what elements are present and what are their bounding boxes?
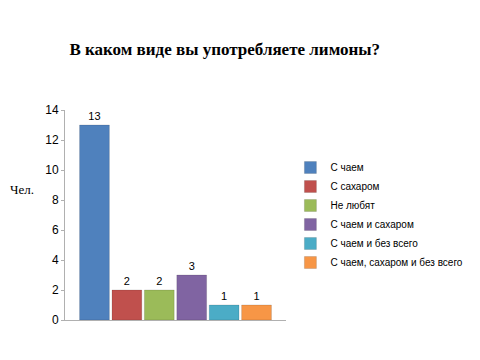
svg-text:С чаем: С чаем — [330, 162, 363, 173]
svg-text:С чаем, сахаром и без всего: С чаем, сахаром и без всего — [330, 257, 462, 268]
svg-text:С чаем и без всего: С чаем и без всего — [330, 238, 418, 249]
svg-text:Чел.: Чел. — [10, 182, 34, 197]
svg-text:Не любят: Не любят — [330, 200, 375, 211]
svg-text:1: 1 — [221, 290, 227, 302]
svg-text:В каком виде вы употребляете л: В каком виде вы употребляете лимоны? — [69, 40, 380, 59]
svg-text:14: 14 — [45, 103, 59, 117]
svg-text:С сахаром: С сахаром — [330, 181, 379, 192]
svg-text:2: 2 — [156, 275, 162, 287]
svg-text:2: 2 — [124, 275, 130, 287]
svg-text:4: 4 — [52, 253, 59, 267]
svg-text:1: 1 — [253, 290, 259, 302]
svg-text:0: 0 — [52, 313, 59, 327]
svg-text:8: 8 — [52, 193, 59, 207]
svg-text:13: 13 — [88, 110, 100, 122]
svg-text:10: 10 — [45, 163, 59, 177]
svg-text:2: 2 — [52, 283, 59, 297]
svg-text:12: 12 — [45, 133, 59, 147]
svg-text:6: 6 — [52, 223, 59, 237]
svg-text:С чаем и сахаром: С чаем и сахаром — [330, 219, 413, 230]
svg-text:3: 3 — [189, 260, 195, 272]
